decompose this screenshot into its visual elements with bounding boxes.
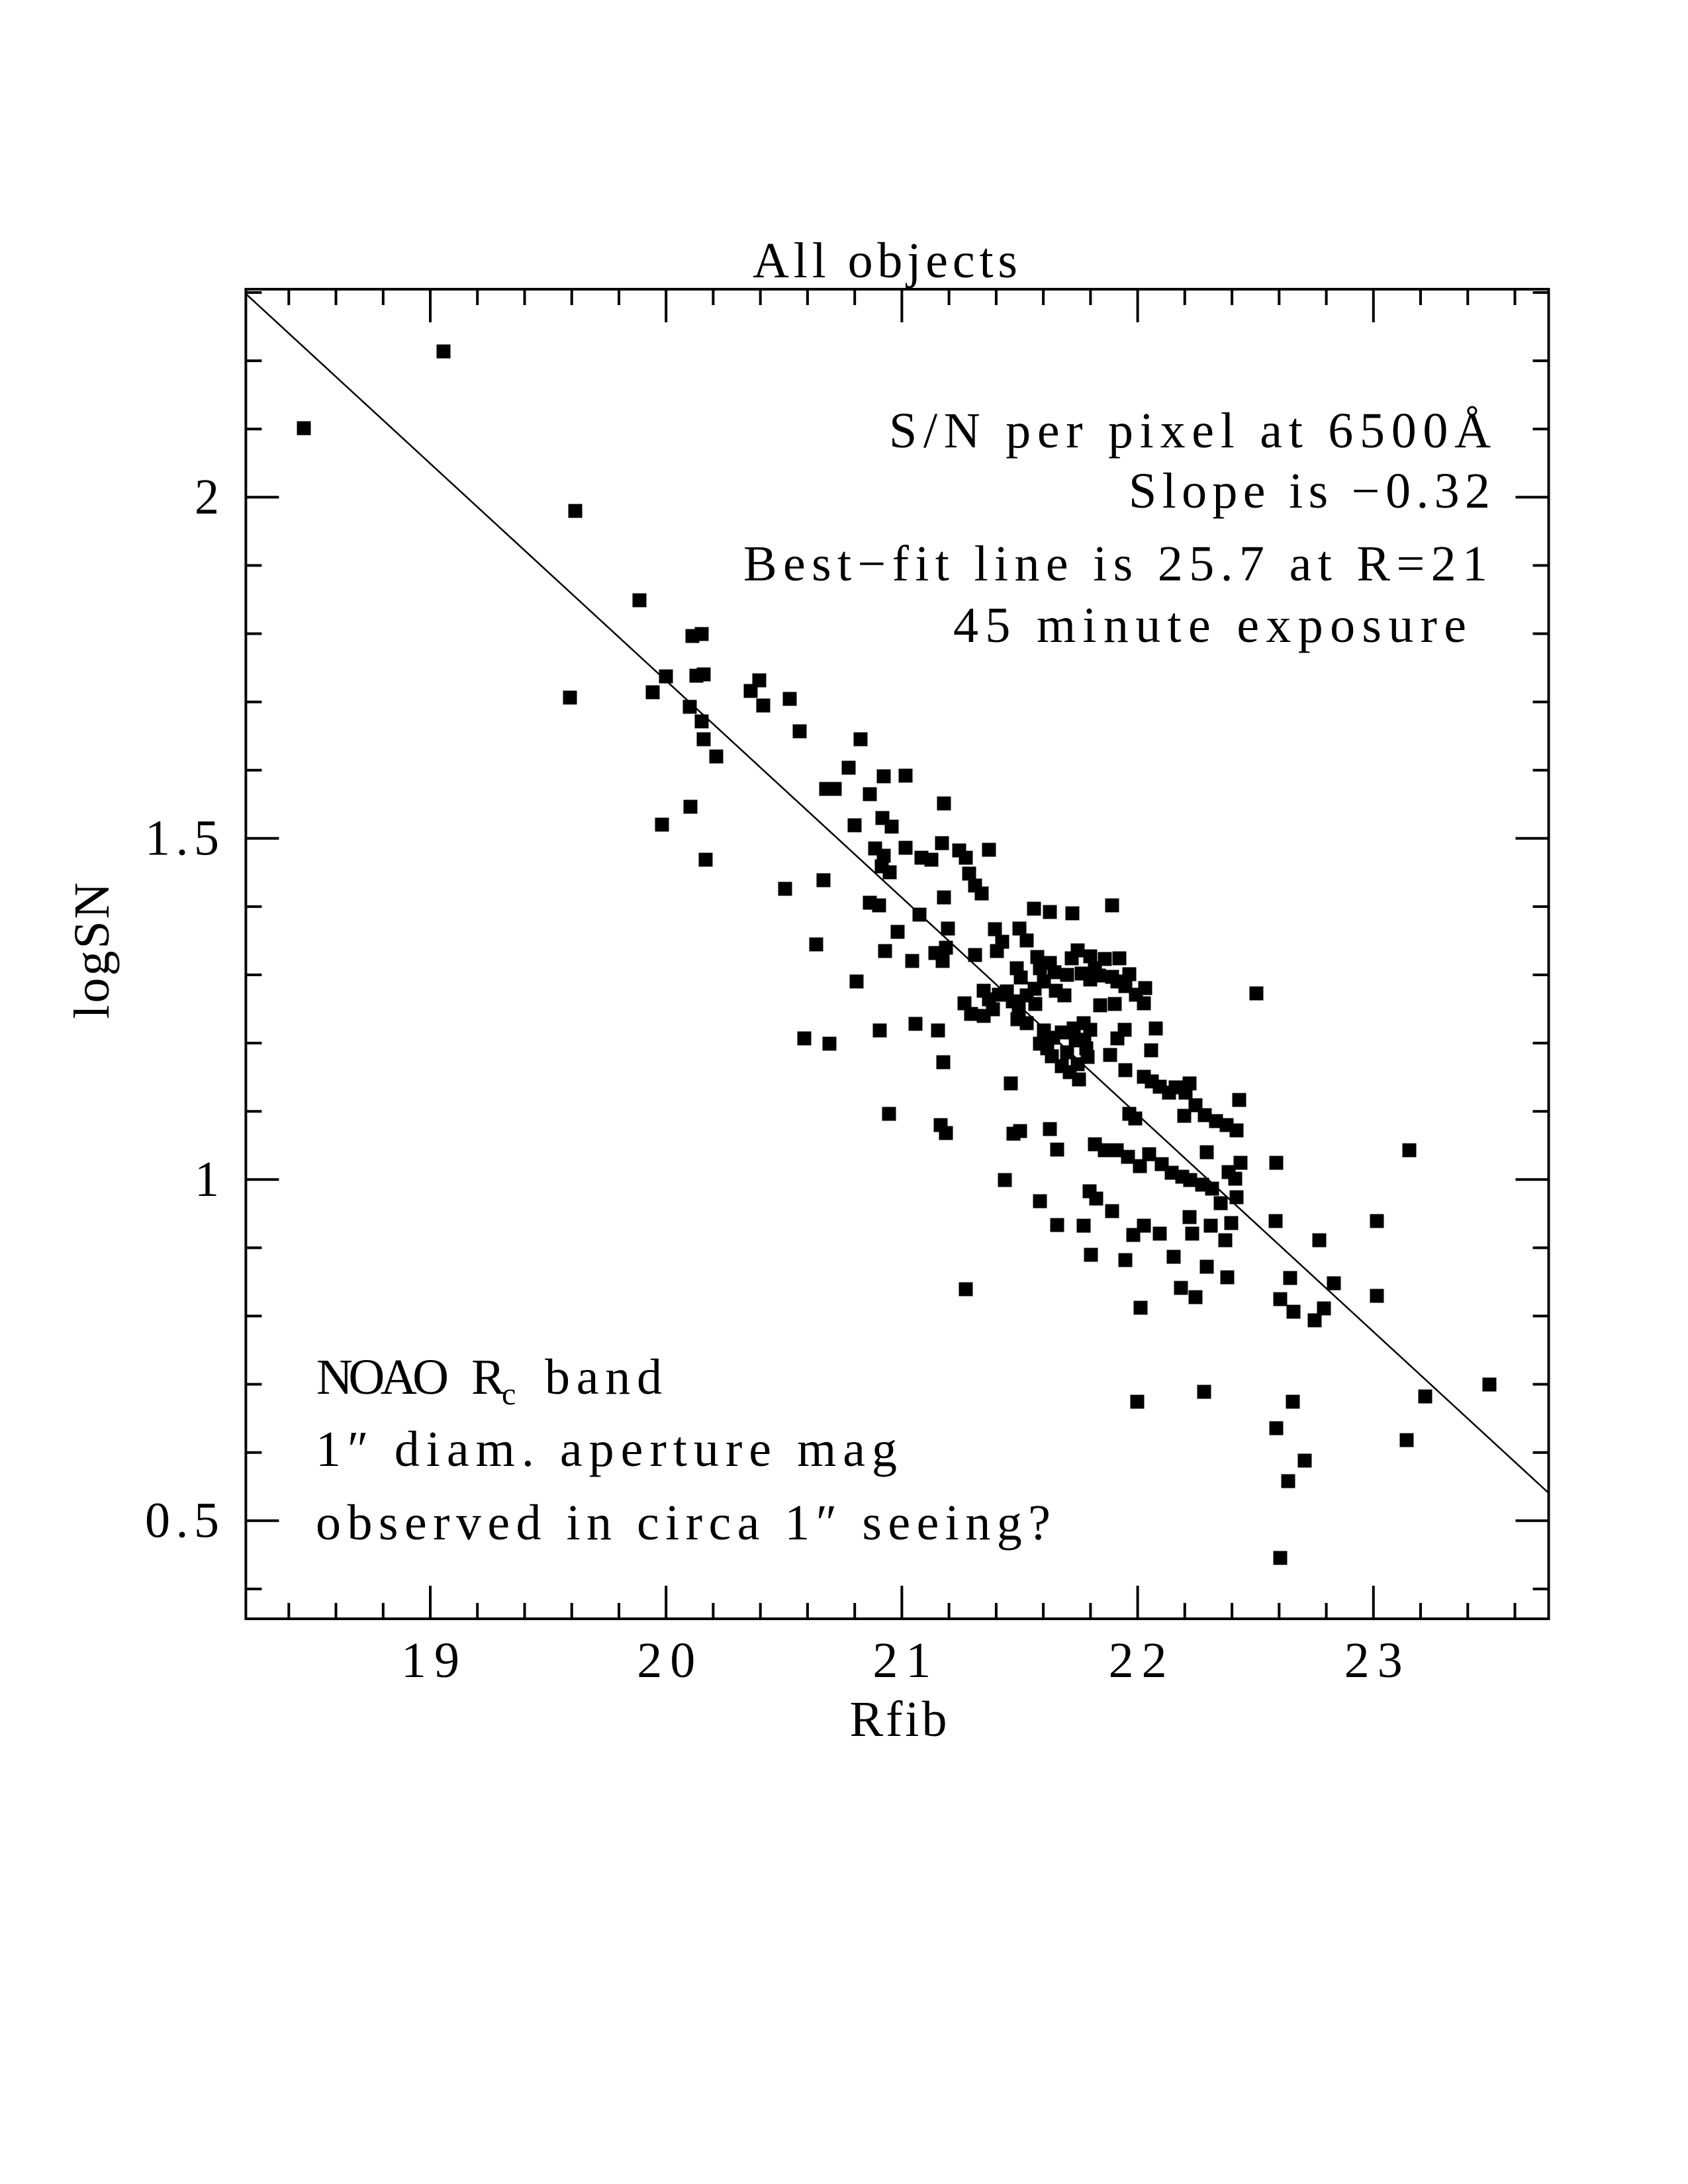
svg-text:c: c — [502, 1377, 516, 1412]
svg-text:Slope is −0.32: Slope is −0.32 — [1129, 463, 1490, 519]
svg-text:R: R — [471, 1349, 505, 1405]
svg-text:Rfib: Rfib — [850, 1692, 947, 1747]
svg-text:All objects: All objects — [753, 233, 1017, 289]
svg-text:2: 2 — [195, 469, 219, 525]
svg-text:1: 1 — [195, 1152, 219, 1207]
svg-text:NOAO: NOAO — [316, 1349, 449, 1405]
svg-text:45 minute exposure: 45 minute exposure — [953, 598, 1466, 653]
svg-text:0.5: 0.5 — [145, 1493, 219, 1549]
svg-text:1.5: 1.5 — [145, 811, 219, 866]
svg-text:Best−fit line is 25.7 at R=21: Best−fit line is 25.7 at R=21 — [743, 536, 1487, 592]
svg-text:1″ diam. aperture mag: 1″ diam. aperture mag — [316, 1422, 897, 1477]
